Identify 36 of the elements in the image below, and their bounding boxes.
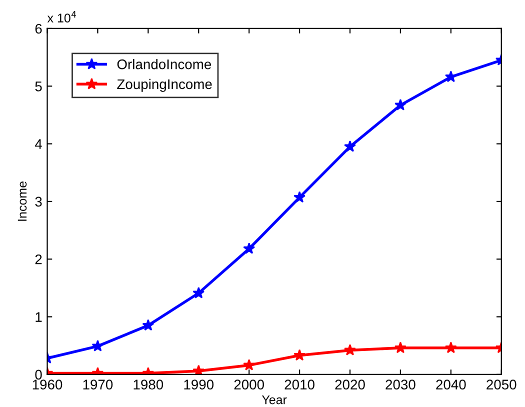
point bbox=[444, 342, 457, 354]
x-tick-label: 2010 bbox=[284, 380, 314, 390]
y-tick-label: 6 bbox=[35, 24, 42, 34]
y-tick-label: 0 bbox=[35, 370, 42, 380]
point bbox=[294, 349, 306, 361]
x-tick-label: 1960 bbox=[32, 380, 62, 390]
y-tick-label: 2 bbox=[35, 254, 42, 264]
x-tick-label: 1990 bbox=[184, 380, 214, 390]
x-axis-title: Year bbox=[262, 395, 287, 404]
x-tick-label: 2020 bbox=[335, 380, 365, 390]
text: x 10$^{4}$ bbox=[47, 11, 76, 22]
point bbox=[142, 319, 154, 331]
point bbox=[394, 98, 406, 110]
x-tick-label: 2030 bbox=[386, 380, 416, 390]
y-tick-label: 1 bbox=[36, 312, 42, 322]
point bbox=[294, 191, 306, 203]
point bbox=[394, 342, 406, 354]
y-axis-title: Income bbox=[18, 182, 27, 221]
y-tick-label: 4 bbox=[34, 139, 42, 149]
point bbox=[92, 340, 104, 352]
point bbox=[192, 286, 205, 298]
y-tick-label: 5 bbox=[35, 82, 42, 92]
point bbox=[344, 140, 356, 152]
x-tick-label: 1970 bbox=[83, 380, 113, 390]
x-tick-label: 2040 bbox=[436, 380, 466, 390]
point bbox=[444, 70, 457, 82]
point bbox=[243, 358, 256, 370]
x-tick-label: 2050 bbox=[486, 380, 516, 390]
x-tick-label: 2000 bbox=[234, 380, 264, 390]
legend-label: OrlandoIncome bbox=[117, 59, 212, 70]
x-tick-label: 1980 bbox=[134, 380, 164, 390]
point bbox=[344, 344, 356, 356]
point bbox=[192, 364, 205, 374]
legend-label: ZoupingIncome bbox=[117, 78, 212, 92]
point bbox=[243, 242, 256, 254]
y-tick-label: 3 bbox=[35, 196, 42, 207]
